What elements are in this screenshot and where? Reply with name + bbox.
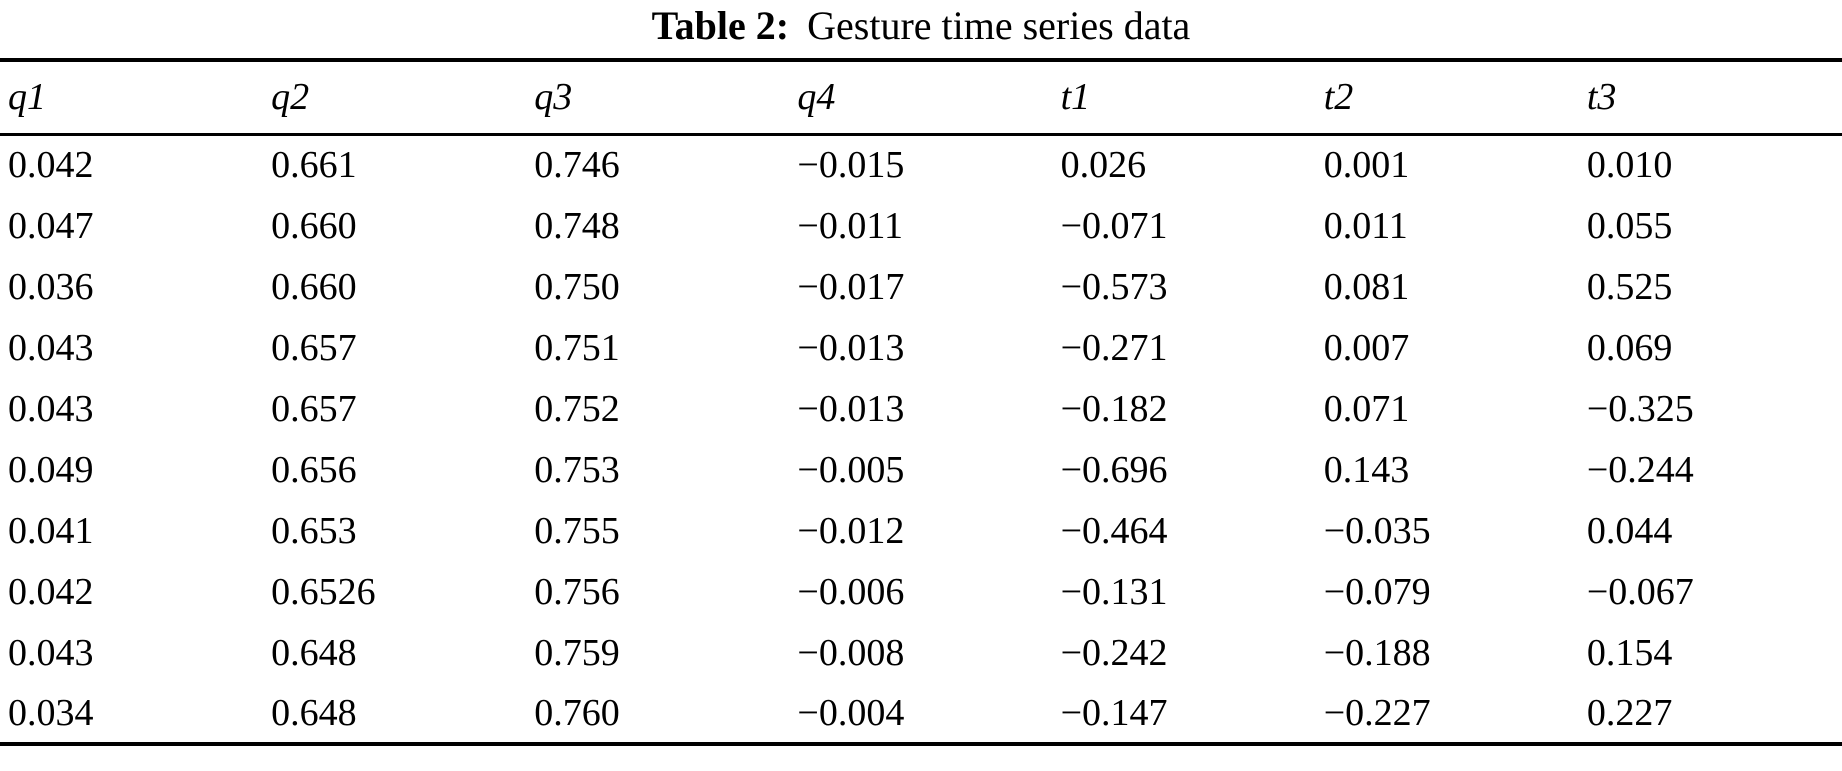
table-cell: 0.759 [534, 631, 620, 674]
table-cell: −0.573 [1060, 265, 1168, 308]
table-row: 0.047 0.660 0.748 −0.011 −0.071 0.011 0.055 [0, 195, 1842, 256]
column-header: q4 [797, 76, 836, 119]
table-cell: −0.244 [1586, 448, 1694, 491]
table-cell: 0.047 [8, 204, 94, 247]
table-cell: 0.525 [1586, 265, 1673, 308]
table-cell: −0.182 [1060, 387, 1168, 430]
table-row: 0.042 0.661 0.746 −0.015 0.026 0.001 0.010 [0, 134, 1842, 195]
table-cell: 0.755 [534, 509, 620, 552]
table-caption-title: Gesture time series data [807, 3, 1191, 48]
table-cell: 0.753 [534, 448, 620, 491]
table-cell: −0.005 [797, 448, 905, 491]
table-cell: 0.756 [534, 570, 620, 613]
table-caption: Table 2: Gesture time series data [0, 0, 1842, 58]
table-cell: 0.648 [271, 631, 357, 674]
table-cell: −0.013 [797, 326, 905, 369]
table-cell: 0.660 [271, 204, 357, 247]
table-cell: −0.079 [1323, 570, 1431, 613]
table-cell: −0.012 [797, 509, 905, 552]
table-cell: 0.055 [1586, 204, 1673, 247]
table-cell: −0.147 [1060, 691, 1168, 734]
table-cell: −0.008 [797, 631, 905, 674]
table-cell: −0.242 [1060, 631, 1168, 674]
table-row: 0.034 0.648 0.760 −0.004 −0.147 −0.227 0.227 [0, 683, 1842, 744]
table-cell: 0.011 [1323, 204, 1408, 247]
table-cell: −0.013 [797, 387, 905, 430]
table-row: 0.043 0.648 0.759 −0.008 −0.242 −0.188 0.154 [0, 622, 1842, 683]
table-cell: 0.043 [8, 387, 94, 430]
table-cell: −0.131 [1060, 570, 1168, 613]
gesture-data-table: q1 q2 q3 q4 t1 t2 t3 0.042 0.661 0.746 −0.015 0.02… [0, 58, 1842, 746]
table-cell: −0.325 [1586, 387, 1694, 430]
table-cell: 0.043 [8, 326, 94, 369]
table-row: 0.036 0.660 0.750 −0.017 −0.573 0.081 0.525 [0, 256, 1842, 317]
table-cell: 0.042 [8, 570, 94, 613]
column-header: q2 [271, 76, 310, 119]
table-cell: 0.656 [271, 448, 357, 491]
table-cell: 0.746 [534, 144, 620, 187]
column-header: t3 [1586, 76, 1617, 119]
table-cell: 0.069 [1586, 326, 1673, 369]
table-cell: 0.227 [1586, 691, 1673, 734]
table-cell: 0.661 [271, 144, 357, 187]
table-cell: 0.750 [534, 265, 620, 308]
table-cell: −0.271 [1060, 326, 1168, 369]
table-cell: 0.154 [1586, 631, 1673, 674]
table-cell: −0.006 [797, 570, 905, 613]
table-row: 0.043 0.657 0.751 −0.013 −0.271 0.007 0.069 [0, 317, 1842, 378]
table-cell: 0.044 [1586, 509, 1673, 552]
table-cell: 0.043 [8, 631, 94, 674]
table-cell: 0.653 [271, 509, 357, 552]
column-header: q3 [534, 76, 573, 119]
table-caption-label: Table 2: [651, 3, 790, 48]
column-header: q1 [8, 76, 46, 119]
table-cell: 0.752 [534, 387, 620, 430]
table-cell: 0.042 [8, 144, 94, 187]
table-row: 0.049 0.656 0.753 −0.005 −0.696 0.143 −0.244 [0, 439, 1842, 500]
table-header: q1 q2 q3 q4 t1 t2 t3 [0, 60, 1842, 134]
table-cell: 0.081 [1323, 265, 1410, 308]
table-cell: −0.067 [1586, 570, 1694, 613]
table-cell: −0.188 [1323, 631, 1431, 674]
table-cell: −0.035 [1323, 509, 1431, 552]
table-cell: −0.017 [797, 265, 905, 308]
table-cell: −0.011 [797, 204, 903, 247]
table-cell: 0.041 [8, 509, 94, 552]
table-cell: 0.660 [271, 265, 357, 308]
table-cell: 0.049 [8, 448, 94, 491]
table-header-row: q1 q2 q3 q4 t1 t2 t3 [0, 60, 1842, 134]
table-cell: 0.760 [534, 691, 620, 734]
table-cell: 0.751 [534, 326, 620, 369]
table-cell: 0.001 [1323, 144, 1410, 187]
table-cell: 0.036 [8, 265, 94, 308]
table-cell: 0.143 [1323, 448, 1410, 491]
table-cell: −0.015 [797, 144, 905, 187]
table-cell: 0.026 [1060, 144, 1147, 187]
table-cell: −0.696 [1060, 448, 1168, 491]
table-cell: −0.464 [1060, 509, 1168, 552]
table-cell: −0.227 [1323, 691, 1431, 734]
table-cell: 0.648 [271, 691, 357, 734]
table-cell: −0.004 [797, 691, 905, 734]
table-row: 0.042 0.6526 0.756 −0.006 −0.131 −0.079 −0.067 [0, 561, 1842, 622]
table-cell: 0.071 [1323, 387, 1410, 430]
table-cell: 0.007 [1323, 326, 1410, 369]
table-body: 0.042 0.661 0.746 −0.015 0.026 0.001 0.010 0.04… [0, 134, 1842, 744]
column-header: t1 [1060, 76, 1091, 119]
table-cell: 0.010 [1586, 144, 1673, 187]
table-cell: 0.657 [271, 326, 357, 369]
table-row: 0.043 0.657 0.752 −0.013 −0.182 0.071 −0.325 [0, 378, 1842, 439]
column-header: t2 [1323, 76, 1354, 119]
table-cell: 0.6526 [271, 570, 376, 613]
table-cell: 0.748 [534, 204, 620, 247]
table-cell: −0.071 [1060, 204, 1168, 247]
table-cell: 0.657 [271, 387, 357, 430]
table-row: 0.041 0.653 0.755 −0.012 −0.464 −0.035 0.044 [0, 500, 1842, 561]
table-cell: 0.034 [8, 691, 94, 734]
